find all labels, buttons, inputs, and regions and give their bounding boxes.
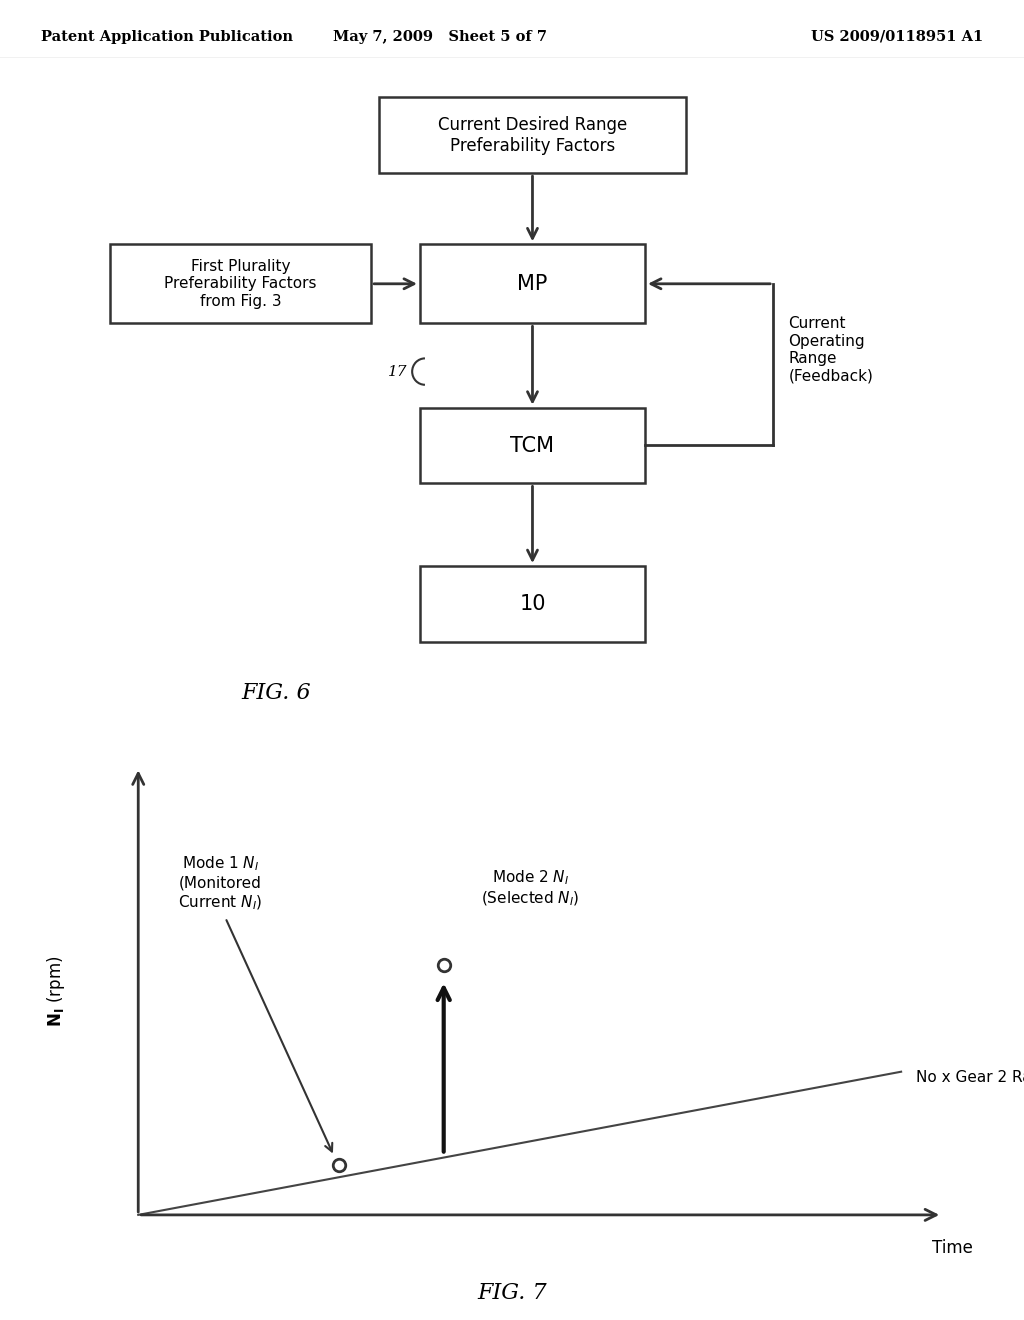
Text: No x Gear 2 Ratio: No x Gear 2 Ratio <box>916 1071 1024 1085</box>
Text: 17: 17 <box>388 364 408 379</box>
FancyBboxPatch shape <box>379 98 686 173</box>
Text: FIG. 7: FIG. 7 <box>477 1282 547 1304</box>
FancyBboxPatch shape <box>110 244 371 323</box>
FancyBboxPatch shape <box>420 408 645 483</box>
Text: TCM: TCM <box>511 436 554 455</box>
Text: Current Desired Range
Preferability Factors: Current Desired Range Preferability Fact… <box>438 116 627 154</box>
Text: May 7, 2009   Sheet 5 of 7: May 7, 2009 Sheet 5 of 7 <box>334 29 547 44</box>
Text: First Plurality
Preferability Factors
from Fig. 3: First Plurality Preferability Factors fr… <box>165 259 316 309</box>
Text: Mode 2 $N_I$
(Selected $N_I$): Mode 2 $N_I$ (Selected $N_I$) <box>481 869 580 908</box>
Text: Time: Time <box>932 1239 973 1257</box>
FancyBboxPatch shape <box>420 566 645 642</box>
Text: Mode 1 $N_I$
(Monitored
Current $N_I$): Mode 1 $N_I$ (Monitored Current $N_I$) <box>178 854 262 912</box>
Text: 10: 10 <box>519 594 546 614</box>
FancyBboxPatch shape <box>420 244 645 323</box>
Text: Patent Application Publication: Patent Application Publication <box>41 29 293 44</box>
Text: MP: MP <box>517 273 548 294</box>
Text: $\mathbf{N_I}$ (rpm): $\mathbf{N_I}$ (rpm) <box>45 956 68 1027</box>
Text: US 2009/0118951 A1: US 2009/0118951 A1 <box>811 29 983 44</box>
Text: FIG. 6: FIG. 6 <box>242 682 311 704</box>
Text: Current
Operating
Range
(Feedback): Current Operating Range (Feedback) <box>788 317 873 383</box>
